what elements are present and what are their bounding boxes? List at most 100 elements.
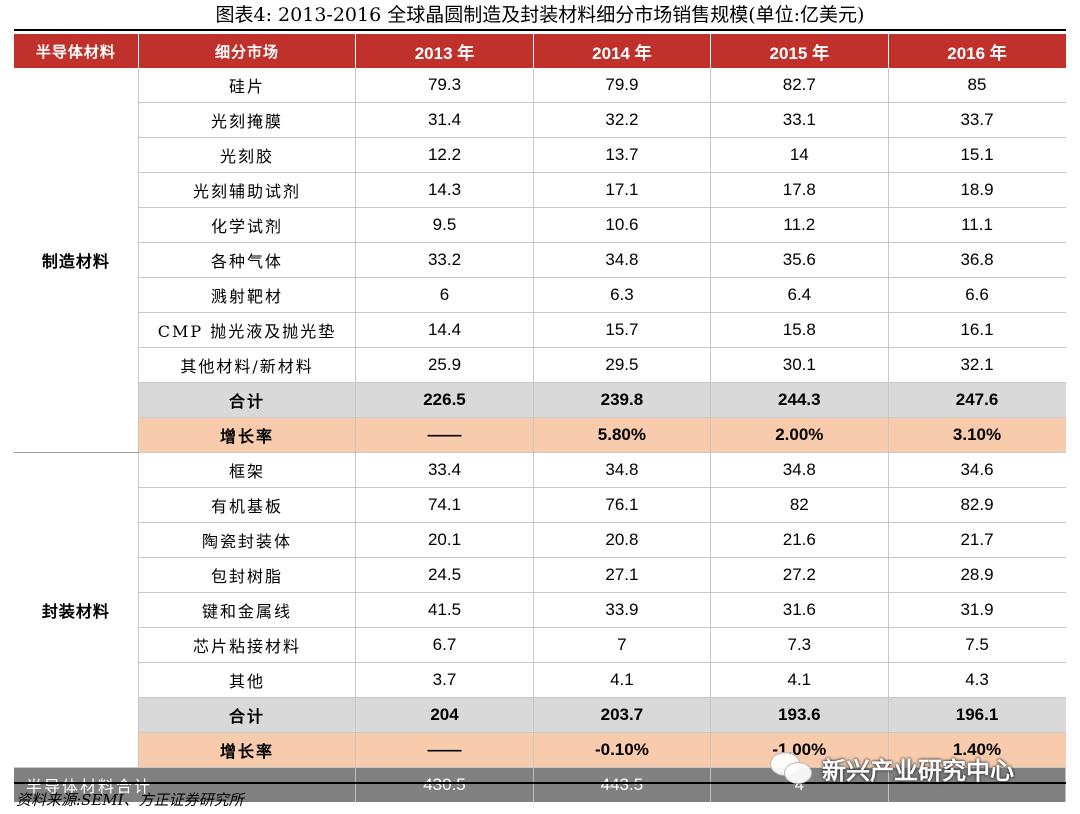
growth-value: -0.10% — [533, 732, 712, 768]
table-row: 包封树脂 24.5 27.1 27.2 28.9 — [14, 557, 1066, 593]
growth-row: 增长率 —— 5.80% 2.00% 3.10% — [14, 417, 1066, 453]
header-row: 半导体材料 细分市场 2013 年 2014 年 2015 年 2016 年 — [14, 34, 1066, 68]
grand-total-value — [888, 767, 1067, 802]
subtotal-value: 204 — [355, 697, 534, 733]
value-cell: 31.9 — [888, 592, 1066, 628]
value-cell: 34.8 — [710, 452, 889, 488]
value-cell: 33.7 — [888, 102, 1066, 138]
value-cell: 21.7 — [888, 522, 1066, 558]
table-row: 溅射靶材 6 6.3 6.4 6.6 — [14, 277, 1066, 313]
value-cell: 82.7 — [710, 68, 889, 103]
value-cell: 41.5 — [355, 592, 534, 628]
table-row: 陶瓷封装体 20.1 20.8 21.6 21.7 — [14, 522, 1066, 558]
value-cell: 15.8 — [710, 312, 889, 348]
value-cell: 15.7 — [533, 312, 712, 348]
value-cell: 31.6 — [710, 592, 889, 628]
market-table: 半导体材料 细分市场 2013 年 2014 年 2015 年 2016 年 制… — [14, 34, 1067, 802]
value-cell: 27.1 — [533, 557, 712, 593]
segment-name: 化学试剂 — [138, 207, 357, 243]
value-cell: 12.2 — [355, 137, 534, 173]
subtotal-value: 247.6 — [888, 382, 1066, 418]
segment-name: CMP 抛光液及抛光垫 — [138, 312, 357, 348]
value-cell: 3.7 — [355, 662, 534, 698]
header-year: 2014 年 — [533, 34, 712, 68]
table-row: CMP 抛光液及抛光垫 14.4 15.7 15.8 16.1 — [14, 312, 1066, 348]
value-cell: 21.6 — [710, 522, 889, 558]
grand-total-label: 半导体材料合计 — [14, 767, 357, 802]
value-cell: 28.9 — [888, 557, 1066, 593]
value-cell: 33.2 — [355, 242, 534, 278]
subtotal-value: 196.1 — [888, 697, 1066, 733]
segment-name: 溅射靶材 — [138, 277, 357, 313]
table-row: 其他材料/新材料 25.9 29.5 30.1 32.1 — [14, 347, 1066, 383]
watermark: 新兴产业研究中心 — [770, 740, 1014, 796]
growth-value: 5.80% — [533, 417, 712, 453]
subtotal-value: 244.3 — [710, 382, 889, 418]
value-cell: 79.3 — [355, 68, 534, 103]
growth-value: 2.00% — [710, 417, 889, 453]
segment-name: 光刻辅助试剂 — [138, 172, 357, 208]
value-cell: 30.1 — [710, 347, 889, 383]
wechat-icon — [770, 750, 814, 786]
value-cell: 13.7 — [533, 137, 712, 173]
segment-name: 有机基板 — [138, 487, 357, 523]
growth-value: 1.40% — [888, 732, 1066, 768]
table-row: 封装材料 框架 33.4 34.8 34.8 34.6 — [14, 452, 1066, 768]
value-cell: 76.1 — [533, 487, 712, 523]
bottom-rule — [14, 782, 1066, 784]
value-cell: 14.3 — [355, 172, 534, 208]
value-cell: 82.9 — [888, 487, 1066, 523]
value-cell: 4.3 — [888, 662, 1066, 698]
value-cell: 4.1 — [533, 662, 712, 698]
value-cell: 10.6 — [533, 207, 712, 243]
segment-name: 陶瓷封装体 — [138, 522, 357, 558]
value-cell: 20.1 — [355, 522, 534, 558]
category-packaging: 封装材料 — [14, 452, 139, 768]
value-cell: 6 — [355, 277, 534, 313]
subtotal-label: 合计 — [138, 382, 357, 418]
subtotal-label: 合计 — [138, 697, 357, 733]
value-cell: 33.9 — [533, 592, 712, 628]
source-note: 资料来源:SEMI、方正证券研究所 — [16, 791, 244, 809]
value-cell: 36.8 — [888, 242, 1066, 278]
value-cell: 7.3 — [710, 627, 889, 663]
table-row: 其他 3.7 4.1 4.1 4.3 — [14, 662, 1066, 698]
value-cell: 17.1 — [533, 172, 712, 208]
value-cell: 79.9 — [533, 68, 712, 103]
value-cell: 4.1 — [710, 662, 889, 698]
value-cell: 35.6 — [710, 242, 889, 278]
category-manufacturing: 制造材料 — [14, 68, 139, 453]
segment-name: 框架 — [138, 452, 357, 488]
growth-value: —— — [355, 732, 534, 768]
value-cell: 14 — [710, 137, 889, 173]
value-cell: 6.6 — [888, 277, 1066, 313]
value-cell: 15.1 — [888, 137, 1066, 173]
value-cell: 29.5 — [533, 347, 712, 383]
table-row: 化学试剂 9.5 10.6 11.2 11.1 — [14, 207, 1066, 243]
table-row: 有机基板 74.1 76.1 82 82.9 — [14, 487, 1066, 523]
value-cell: 11.1 — [888, 207, 1066, 243]
growth-label: 增长率 — [138, 732, 357, 768]
segment-name: 键和金属线 — [138, 592, 357, 628]
segment-name: 其他材料/新材料 — [138, 347, 357, 383]
value-cell: 9.5 — [355, 207, 534, 243]
value-cell: 7 — [533, 627, 712, 663]
value-cell: 7.5 — [888, 627, 1066, 663]
growth-value: —— — [355, 417, 534, 453]
segment-name: 光刻掩膜 — [138, 102, 357, 138]
header-year: 2013 年 — [355, 34, 534, 68]
value-cell: 74.1 — [355, 487, 534, 523]
table-row: 光刻掩膜 31.4 32.2 33.1 33.7 — [14, 102, 1066, 138]
grand-total-row: 半导体材料合计 430.5 443.5 4 — [14, 767, 1067, 802]
subtotal-value: 226.5 — [355, 382, 534, 418]
header-year: 2016 年 — [888, 34, 1066, 68]
title-rule — [14, 29, 1066, 31]
value-cell: 6.3 — [533, 277, 712, 313]
segment-name: 光刻胶 — [138, 137, 357, 173]
table-row: 光刻胶 12.2 13.7 14 15.1 — [14, 137, 1066, 173]
segment-name: 硅片 — [138, 68, 357, 103]
subtotal-value: 193.6 — [710, 697, 889, 733]
table-row: 各种气体 33.2 34.8 35.6 36.8 — [14, 242, 1066, 278]
subtotal-row: 合计 226.5 239.8 244.3 247.6 — [14, 382, 1066, 418]
table-row: 光刻辅助试剂 14.3 17.1 17.8 18.9 — [14, 172, 1066, 208]
